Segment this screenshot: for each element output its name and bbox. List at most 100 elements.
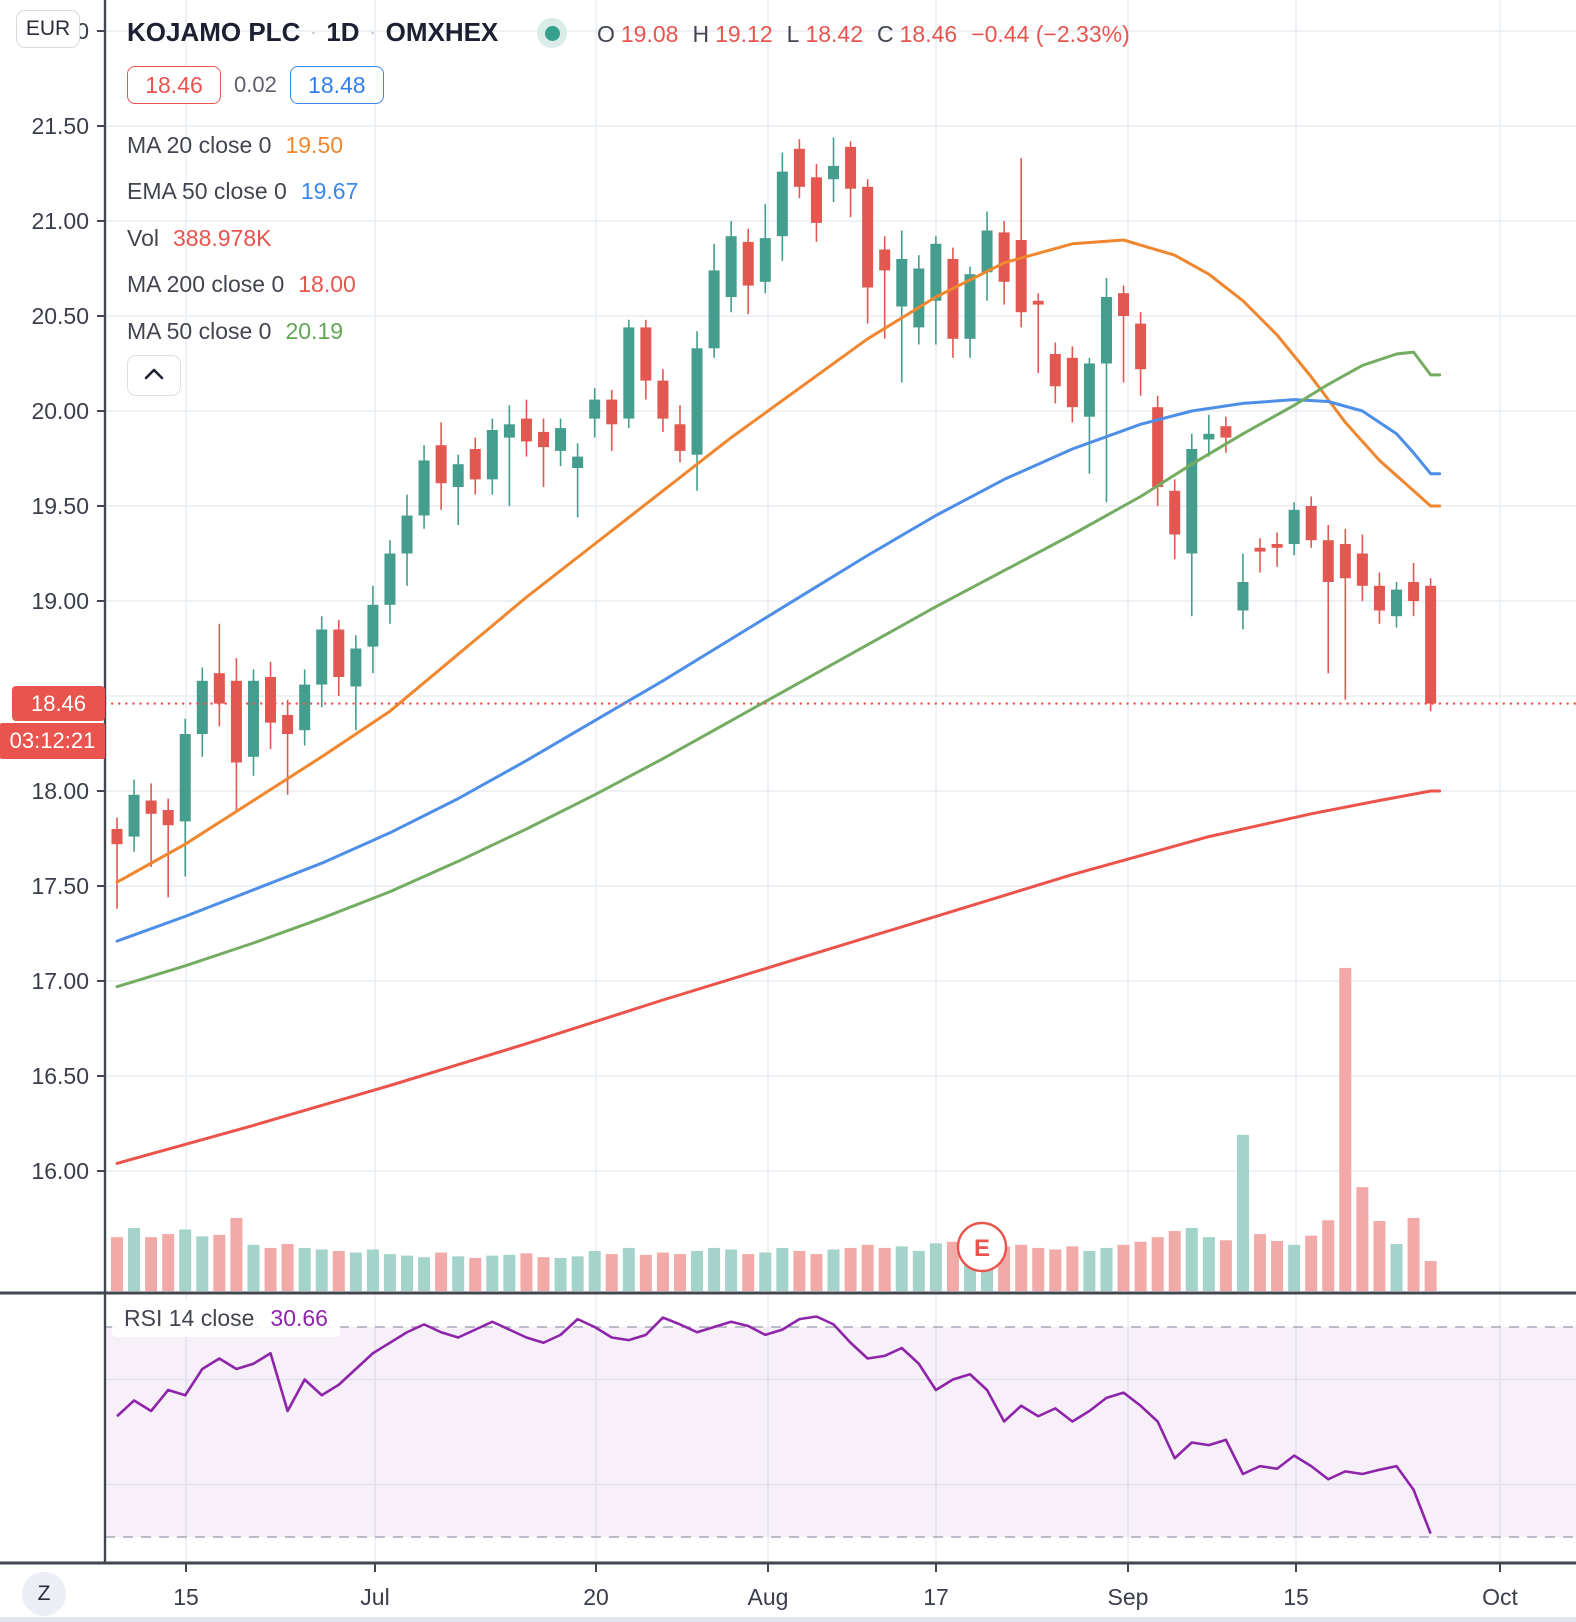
svg-text:Oct: Oct bbox=[1482, 1584, 1518, 1610]
timezone-button[interactable]: Z bbox=[22, 1572, 66, 1616]
candle bbox=[1339, 544, 1351, 579]
candle bbox=[828, 165, 840, 180]
indicator-label: MA 50 close 0 bbox=[127, 317, 272, 344]
candle bbox=[1169, 490, 1181, 535]
volume-bar bbox=[1219, 1240, 1232, 1291]
svg-text:16.50: 16.50 bbox=[31, 1063, 89, 1089]
buy-price-button[interactable]: 18.48 bbox=[289, 66, 384, 104]
svg-text:19.00: 19.00 bbox=[31, 588, 89, 614]
candle bbox=[913, 268, 925, 328]
volume-bar bbox=[196, 1236, 209, 1291]
candle bbox=[708, 270, 720, 349]
candle bbox=[1100, 297, 1112, 364]
volume-bar bbox=[162, 1234, 175, 1291]
volume-bar bbox=[1288, 1244, 1301, 1291]
indicator-label: MA 200 close 0 bbox=[127, 271, 285, 298]
svg-text:Aug: Aug bbox=[748, 1584, 789, 1610]
volume-bar bbox=[759, 1252, 772, 1291]
volume-bar bbox=[588, 1251, 601, 1291]
volume-bar bbox=[264, 1247, 277, 1291]
line-ma50 bbox=[115, 350, 1442, 989]
volume-bar bbox=[1424, 1261, 1437, 1291]
legend-item-ma200[interactable]: MA 200 close 0 18.00 bbox=[127, 262, 358, 309]
volume-bar bbox=[1066, 1246, 1079, 1291]
svg-text:20.00: 20.00 bbox=[31, 398, 89, 424]
candle bbox=[1288, 509, 1300, 544]
candle bbox=[640, 327, 652, 381]
svg-text:20: 20 bbox=[583, 1584, 609, 1610]
volume-bar bbox=[298, 1247, 311, 1291]
volume-bar bbox=[366, 1249, 379, 1291]
volume-bar bbox=[622, 1247, 635, 1291]
svg-text:16.00: 16.00 bbox=[31, 1158, 89, 1184]
candle bbox=[1032, 300, 1044, 305]
svg-text:15: 15 bbox=[173, 1584, 199, 1610]
candle bbox=[725, 236, 737, 297]
volume-bar bbox=[1254, 1234, 1267, 1291]
market-status-icon[interactable] bbox=[537, 18, 567, 48]
svg-text:17: 17 bbox=[923, 1584, 949, 1610]
legend-item-volume[interactable]: Vol 388.978K bbox=[127, 215, 358, 262]
volume-bar bbox=[691, 1251, 704, 1291]
candle bbox=[469, 449, 481, 480]
candle bbox=[947, 259, 959, 339]
candle bbox=[1237, 582, 1249, 611]
volume-bar bbox=[1271, 1241, 1284, 1291]
volume-bar bbox=[247, 1244, 260, 1291]
volume-bar bbox=[844, 1247, 857, 1291]
volume-bar bbox=[1202, 1237, 1215, 1291]
candle bbox=[930, 243, 942, 301]
candle bbox=[1203, 433, 1215, 440]
volume-bar bbox=[827, 1249, 840, 1291]
candle bbox=[1305, 506, 1317, 541]
candle bbox=[1356, 553, 1368, 586]
volume-bar bbox=[281, 1244, 294, 1291]
candle bbox=[350, 648, 362, 687]
volume-bar bbox=[332, 1251, 345, 1291]
svg-text:18.00: 18.00 bbox=[31, 778, 89, 804]
candle bbox=[162, 810, 174, 826]
candles bbox=[111, 137, 1437, 909]
svg-text:20.50: 20.50 bbox=[31, 303, 89, 329]
volume-bar bbox=[111, 1237, 123, 1291]
candle bbox=[333, 629, 345, 677]
symbol-header[interactable]: KOJAMO PLC · 1D · OMXHEX bbox=[127, 17, 498, 48]
candle bbox=[1066, 357, 1078, 408]
indicator-value: 388.978K bbox=[172, 224, 272, 251]
volume-bar bbox=[230, 1217, 243, 1291]
dot-separator: · bbox=[369, 22, 376, 42]
interval-label: 1D bbox=[326, 17, 360, 47]
open-value: 19.08 bbox=[620, 21, 679, 47]
candle bbox=[145, 800, 157, 814]
volume-bar bbox=[315, 1249, 328, 1291]
svg-text:Sep: Sep bbox=[1108, 1584, 1149, 1610]
candle bbox=[810, 177, 822, 223]
candle bbox=[1118, 293, 1130, 316]
legend-item-ma50[interactable]: MA 50 close 0 20.19 bbox=[127, 308, 358, 355]
volume-bar bbox=[1322, 1220, 1335, 1291]
volume-bar bbox=[1032, 1247, 1045, 1291]
earnings-marker bbox=[956, 1221, 1008, 1273]
sell-price-button[interactable]: 18.46 bbox=[127, 66, 221, 104]
candle bbox=[486, 430, 498, 480]
volume-bar bbox=[452, 1256, 465, 1291]
indicator-label: EMA 50 close 0 bbox=[127, 178, 287, 205]
candle bbox=[742, 241, 754, 286]
bid-ask-row: 18.46 0.02 18.48 bbox=[127, 66, 384, 104]
candle bbox=[247, 680, 259, 757]
candle bbox=[1083, 363, 1095, 417]
time-axis-labels bbox=[185, 1563, 1501, 1572]
line-ma200 bbox=[115, 789, 1442, 1165]
volume-bar bbox=[1356, 1187, 1369, 1291]
collapse-legend-button[interactable] bbox=[127, 355, 181, 396]
legend-item-ema50[interactable]: EMA 50 close 0 19.67 bbox=[127, 169, 358, 216]
currency-toggle-button[interactable]: EUR bbox=[16, 10, 80, 48]
candle bbox=[674, 424, 686, 451]
volume-bar bbox=[946, 1241, 959, 1291]
legend-item-ma20[interactable]: MA 20 close 0 19.50 bbox=[127, 122, 358, 169]
volume-bar bbox=[1134, 1241, 1147, 1291]
rsi-legend[interactable]: RSI 14 close 30.66 bbox=[112, 1300, 340, 1337]
candle bbox=[1254, 547, 1266, 552]
candle bbox=[452, 464, 464, 487]
